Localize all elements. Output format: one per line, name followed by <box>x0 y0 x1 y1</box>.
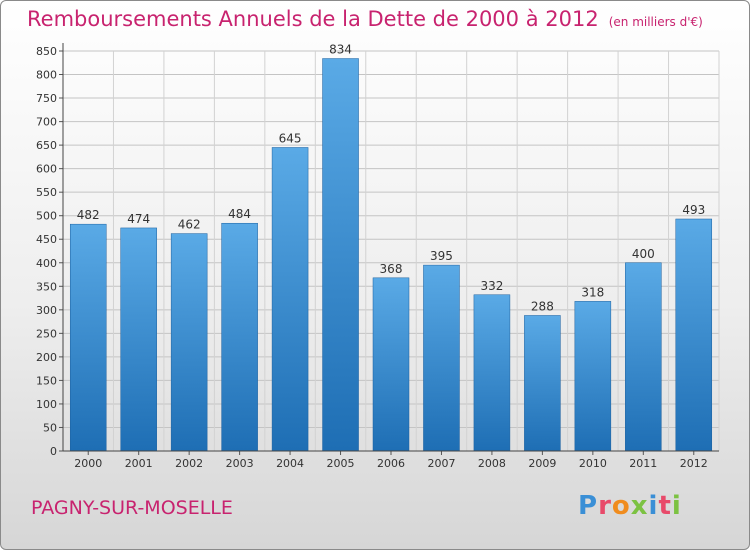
data-label-2005: 834 <box>329 43 352 57</box>
x-tick-label-2012: 2012 <box>680 457 708 470</box>
bar-layer: 482 474 462 484 645 834 368 395 332 288 318 400 493 <box>69 43 713 452</box>
y-tick-label: 600 <box>36 163 57 176</box>
bar-2005 <box>322 58 359 452</box>
data-label-2006: 368 <box>380 262 403 276</box>
y-tick-label: 700 <box>36 116 57 129</box>
logo-letter: r <box>598 491 612 521</box>
y-tick-label: 300 <box>36 304 57 317</box>
bar-2003 <box>221 222 258 452</box>
x-tick-label-2008: 2008 <box>478 457 506 470</box>
y-tick-label: 800 <box>36 69 57 82</box>
logo-letter: i <box>671 491 682 521</box>
bar-2007 <box>423 264 460 452</box>
data-label-2000: 482 <box>77 208 100 222</box>
data-label-2012: 493 <box>682 203 705 217</box>
y-tick-label: 500 <box>36 210 57 223</box>
x-tick-label-2006: 2006 <box>377 457 405 470</box>
y-tick-label: 450 <box>36 233 57 246</box>
chart-title: Remboursements Annuels de la Dette de 20… <box>27 7 599 31</box>
data-label-2011: 400 <box>632 247 655 261</box>
x-tick-label-2011: 2011 <box>629 457 657 470</box>
logo-letter: o <box>611 491 631 521</box>
y-tick-label: 850 <box>36 45 57 58</box>
logo-letter: i <box>648 491 659 521</box>
y-tick-label: 350 <box>36 280 57 293</box>
y-tick-label: 400 <box>36 257 57 270</box>
bar-2004 <box>271 147 309 452</box>
logo-letter: P <box>578 491 599 521</box>
x-tick-label-2007: 2007 <box>427 457 455 470</box>
y-tick-label: 750 <box>36 92 57 105</box>
bar-2001 <box>120 227 157 452</box>
bar-2009 <box>524 315 561 452</box>
data-label-2010: 318 <box>581 285 604 299</box>
data-label-2003: 484 <box>228 207 251 221</box>
x-tick-label-2002: 2002 <box>175 457 203 470</box>
x-tick-label-2003: 2003 <box>226 457 254 470</box>
city-name: PAGNY-SUR-MOSELLE <box>31 497 233 519</box>
bar-2012 <box>675 218 713 452</box>
data-label-2002: 462 <box>178 218 201 232</box>
y-tick-label: 200 <box>36 351 57 364</box>
bar-2002 <box>170 233 208 452</box>
y-tick-label: 100 <box>36 398 57 411</box>
bar-2011 <box>625 262 662 452</box>
x-tick-label-2004: 2004 <box>276 457 304 470</box>
data-label-2007: 395 <box>430 249 453 263</box>
x-tick-label-2001: 2001 <box>125 457 153 470</box>
proxiti-logo[interactable]: Proxiti <box>578 491 682 521</box>
bar-2008 <box>473 294 511 452</box>
title-line: Remboursements Annuels de la Dette de 20… <box>27 7 703 31</box>
y-tick-label: 0 <box>50 445 57 458</box>
y-tick-label: 650 <box>36 139 57 152</box>
x-tick-label-2009: 2009 <box>528 457 556 470</box>
x-tick-label-2000: 2000 <box>74 457 102 470</box>
data-label-2009: 288 <box>531 299 554 313</box>
data-label-2004: 645 <box>279 131 302 145</box>
y-tick-label: 150 <box>36 374 57 387</box>
logo-letter: t <box>658 491 672 521</box>
bar-2010 <box>574 301 612 452</box>
bar-2000 <box>69 223 107 452</box>
axis-layer: 0 50 100 150 200 250 300 350 400 450 500 550 600 650 7… <box>36 43 719 470</box>
x-tick-label-2010: 2010 <box>579 457 607 470</box>
logo-letter: x <box>630 491 649 521</box>
x-tick-label-2005: 2005 <box>327 457 355 470</box>
data-label-2008: 332 <box>480 279 503 293</box>
chart-subtitle: (en milliers d'€) <box>608 15 703 29</box>
y-tick-label: 550 <box>36 186 57 199</box>
y-tick-label: 250 <box>36 327 57 340</box>
data-label-2001: 474 <box>127 212 150 226</box>
y-tick-label: 50 <box>43 421 57 434</box>
bar-2006 <box>372 277 410 452</box>
